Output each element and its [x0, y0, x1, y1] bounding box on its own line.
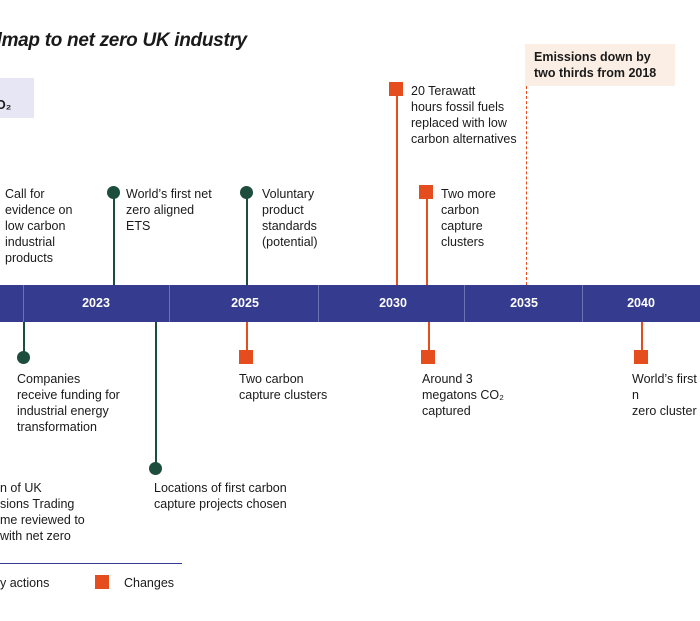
ets-connector [113, 192, 115, 285]
change-marker [239, 350, 253, 364]
policy-marker [17, 351, 30, 364]
legend-change-marker [95, 575, 109, 589]
policy-marker [240, 186, 253, 199]
change-marker [421, 350, 435, 364]
call-for-evidence-label: Call for evidence on low carbon industri… [5, 187, 73, 265]
locations-label: Locations of first carbon capture projec… [154, 481, 287, 511]
two-carbon-clusters-label: Two carbon capture clusters [239, 372, 328, 402]
year-2025: 2025 [231, 296, 259, 310]
voluntary-connector [246, 192, 248, 285]
emissions-box: Emissions down by two thirds from 2018 [525, 44, 675, 86]
uk-ets-review-label: n of UK sions Trading me reviewed to wit… [0, 481, 85, 543]
two-carbon-connector [246, 322, 248, 358]
cluster-connector [641, 322, 643, 358]
worlds-first-cluster-label: World’s first n zero cluster [632, 372, 697, 418]
year-2030: 2030 [379, 296, 407, 310]
locations-connector [155, 322, 157, 468]
change-marker [419, 185, 433, 199]
two-more-connector [426, 192, 428, 285]
timeline-separator [169, 285, 170, 322]
terawatt-label: 20 Terawatt hours fossil fuels replaced … [411, 84, 517, 146]
companies-funding-label: Companies receive funding for industrial… [17, 372, 120, 434]
terawatt-connector [396, 89, 398, 285]
policy-marker [149, 462, 162, 475]
around3-label: Around 3 megatons CO₂ captured [422, 372, 504, 418]
year-2035: 2035 [510, 296, 538, 310]
emissions-dashed-line [526, 86, 527, 285]
legend-divider [0, 563, 182, 564]
page-title: admap to net zero UK industry [0, 30, 247, 51]
timeline-bar: 2023 2025 2030 2035 2040 [0, 285, 700, 322]
companies-connector [23, 322, 25, 358]
voluntary-standards-label: Voluntary product standards (potential) [262, 187, 318, 249]
change-marker [634, 350, 648, 364]
policy-marker [107, 186, 120, 199]
timeline-separator [464, 285, 465, 322]
legend-policy-label: y actions [0, 576, 50, 590]
timeline-separator [318, 285, 319, 322]
legend-changes-label: Changes [124, 576, 175, 590]
emissions-box-line1: Emissions down by [534, 50, 651, 64]
timeline-separator [23, 285, 24, 322]
target-box: t O₂ [0, 78, 34, 118]
two-more-clusters-label: Two more carbon capture clusters [441, 187, 496, 249]
emissions-box-line2: two thirds from 2018 [534, 66, 657, 80]
timeline-separator [582, 285, 583, 322]
year-2040: 2040 [627, 296, 655, 310]
target-box-line2: O₂ [0, 98, 12, 112]
ets-label: World’s first net zero aligned ETS [126, 187, 212, 233]
change-marker [389, 82, 403, 96]
around3-connector [428, 322, 430, 358]
year-2023: 2023 [82, 296, 110, 310]
